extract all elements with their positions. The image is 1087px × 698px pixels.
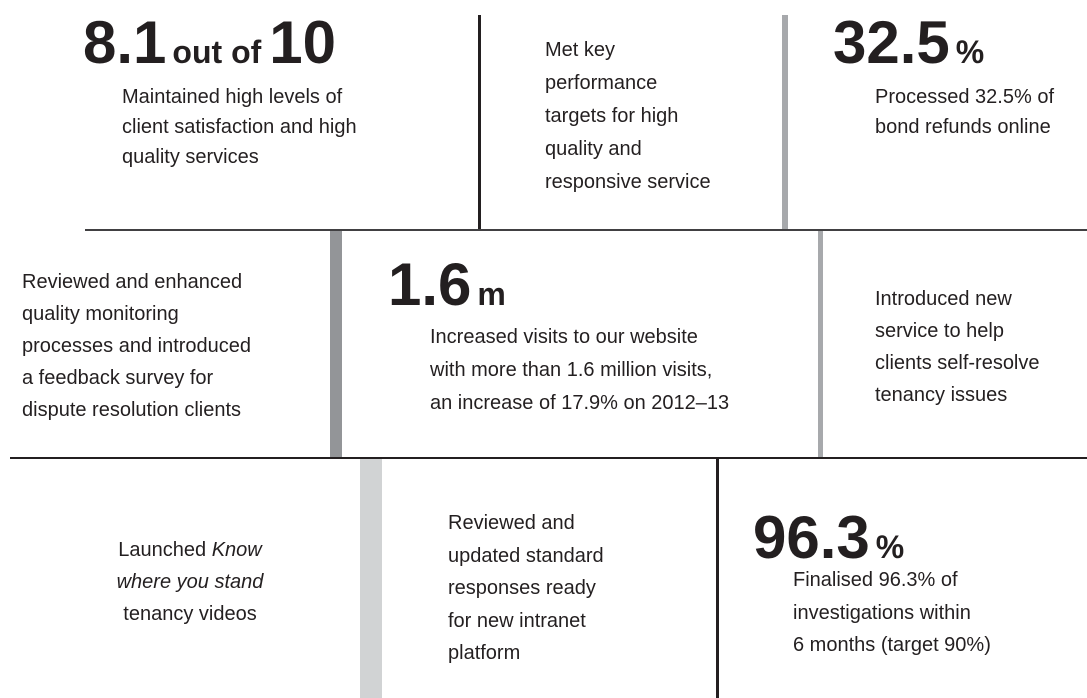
description: Finalised 96.3% of investigations within 6… (793, 564, 991, 662)
divider (85, 229, 1087, 231)
text-line: where you stand (90, 566, 290, 598)
text-segment: dispute resolution clients (22, 399, 242, 421)
text-line: Introduced new (875, 283, 1040, 315)
text-segment: where you stand (116, 571, 264, 593)
text-line: Maintained high levels of (122, 82, 357, 112)
text-line: targets for high (545, 100, 711, 133)
text-line: client satisfaction and high (122, 112, 357, 142)
text-segment: client satisfaction and high (122, 116, 357, 138)
text-segment: Maintained high levels of (122, 86, 343, 108)
text-segment: updated standard (448, 544, 604, 567)
text-line: dispute resolution clients (22, 394, 251, 426)
headline-figure: 1.6 m (388, 250, 514, 336)
text-line: performance (545, 67, 711, 100)
text-segment: tenancy videos (123, 603, 257, 625)
figure-part: out of (172, 34, 262, 70)
figure-part: % (955, 34, 985, 70)
text-segment: responsive service (545, 171, 711, 193)
description: Reviewed and updated standard responses re… (448, 507, 604, 670)
text-line: quality services (122, 142, 357, 172)
figure-part: 1.6 (388, 251, 472, 318)
headline-figure: 96.3% (753, 503, 912, 589)
text-line: quality monitoring (22, 298, 251, 330)
description: Reviewed and enhanced quality monitoring p… (22, 266, 251, 426)
text-segment: Met key (545, 39, 616, 61)
text-segment: investigations within (793, 601, 971, 624)
headline-figure: 8.1 out of 10 (83, 8, 336, 94)
text-segment: targets for high (545, 105, 679, 127)
text-line: Met key (545, 34, 711, 67)
description: Introduced new service to help clients sel… (875, 283, 1040, 411)
text-segment: Introduced new (875, 288, 1012, 310)
figure-part: 10 (269, 9, 337, 76)
text-segment: quality services (122, 146, 259, 168)
description: Processed 32.5% of bond refunds online (875, 82, 1054, 142)
text-segment: platform (448, 642, 521, 664)
text-line: tenancy videos (90, 598, 290, 630)
text-segment: for new intranet (448, 609, 586, 632)
text-line: 6 months (target 90%) (793, 629, 991, 662)
text-segment: 6 months (target 90%) (793, 634, 991, 656)
description: Met key performance targets for high qualit… (545, 34, 711, 199)
text-segment: service to help (875, 320, 1004, 342)
divider (10, 457, 1087, 459)
text-line: processes and introduced (22, 330, 251, 362)
text-segment: an increase of 17.9% on 2012–13 (430, 392, 730, 414)
divider (818, 231, 823, 458)
text-segment: tenancy issues (875, 384, 1008, 406)
text-line: bond refunds online (875, 112, 1054, 142)
text-line: Launched Know (90, 534, 290, 566)
divider (360, 459, 382, 698)
description: Increased visits to our website with more… (430, 321, 729, 420)
text-segment: Processed 32.5% of (875, 86, 1054, 108)
text-line: clients self-resolve (875, 347, 1040, 379)
text-segment: Reviewed and enhanced (22, 271, 243, 293)
text-line: a feedback survey for (22, 362, 251, 394)
text-line: Finalised 96.3% of (793, 564, 991, 597)
headline-figure: 32.5% (833, 8, 992, 94)
description: Launched Know where you stand tenancy vide… (90, 534, 290, 630)
text-segment: clients self-resolve (875, 352, 1040, 374)
text-line: an increase of 17.9% on 2012–13 (430, 387, 729, 420)
text-line: updated standard (448, 540, 604, 573)
text-segment: processes and introduced (22, 335, 252, 357)
divider (330, 231, 342, 458)
figure-part: 8.1 (83, 9, 167, 76)
text-segment: performance (545, 72, 658, 94)
figure-part: m (477, 276, 506, 312)
text-line: service to help (875, 315, 1040, 347)
divider (478, 15, 481, 230)
text-segment: a feedback survey for (22, 367, 214, 389)
text-line: investigations within (793, 597, 991, 630)
text-line: platform (448, 637, 604, 670)
figure-part: 32.5 (833, 9, 950, 76)
text-line: responsive service (545, 166, 711, 199)
text-segment: Finalised 96.3% of (793, 569, 958, 591)
figure-part: % (875, 529, 905, 565)
description: Maintained high levels of client satisfac… (122, 82, 357, 172)
text-segment: bond refunds online (875, 116, 1051, 138)
text-line: Reviewed and (448, 507, 604, 540)
text-segment: Reviewed and (448, 512, 575, 534)
text-segment: responses ready (448, 577, 596, 599)
text-segment: quality and (545, 138, 642, 160)
figure-part: 96.3 (753, 504, 870, 571)
text-segment: Launched (118, 539, 212, 561)
text-line: Reviewed and enhanced (22, 266, 251, 298)
text-line: Processed 32.5% of (875, 82, 1054, 112)
text-segment: Know (211, 539, 262, 561)
divider (782, 15, 788, 230)
text-line: with more than 1.6 million visits, (430, 354, 729, 387)
divider (716, 459, 719, 698)
text-line: responses ready (448, 572, 604, 605)
text-segment: quality monitoring (22, 303, 179, 325)
text-line: quality and (545, 133, 711, 166)
text-segment: Increased visits to our website (430, 326, 698, 348)
text-line: tenancy issues (875, 379, 1040, 411)
text-line: Increased visits to our website (430, 321, 729, 354)
text-line: for new intranet (448, 605, 604, 638)
text-segment: with more than 1.6 million visits, (430, 359, 713, 381)
